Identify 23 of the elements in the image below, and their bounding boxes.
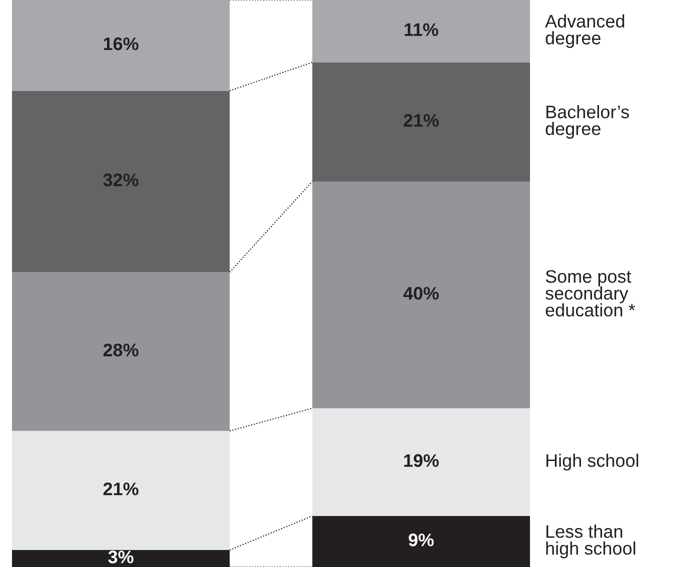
series-label: Less than high school <box>546 524 636 558</box>
bar <box>12 430 230 550</box>
bar <box>12 272 230 431</box>
series-label: Some post secondary education * <box>546 270 636 317</box>
bar <box>312 181 530 408</box>
bar <box>312 0 530 62</box>
data-label: 21% <box>404 114 439 127</box>
bar <box>312 408 530 516</box>
data-label: 40% <box>403 286 439 300</box>
data-label: 3% <box>108 550 134 564</box>
data-label: 19% <box>404 454 439 467</box>
series-label: Advanced degree <box>545 14 624 48</box>
data-label: 9% <box>408 534 434 546</box>
series-label: High school <box>546 454 638 471</box>
data-label: 11% <box>404 23 438 36</box>
data-label: 32% <box>103 174 138 186</box>
bar <box>12 0 230 91</box>
data-label: 16% <box>104 37 138 50</box>
data-label: 21% <box>103 482 138 496</box>
bar <box>312 62 530 182</box>
bar <box>12 90 230 272</box>
data-label: 28% <box>103 344 138 356</box>
series-label: Bachelor’s degree <box>546 105 630 139</box>
